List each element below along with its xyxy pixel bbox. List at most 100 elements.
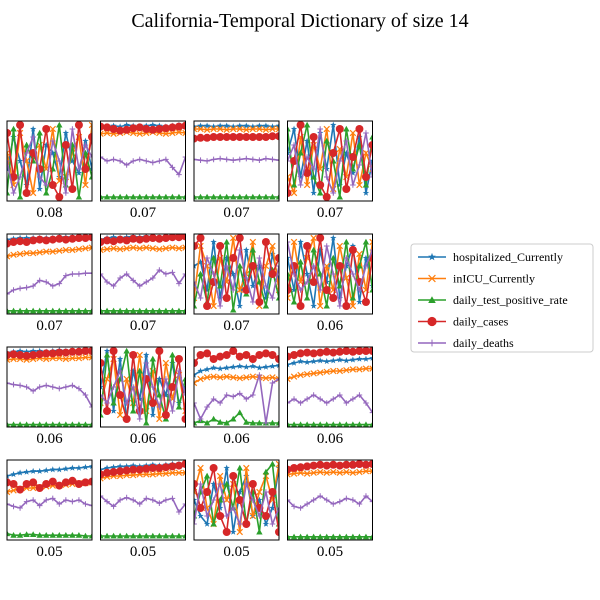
data-point-daily-cases	[268, 488, 277, 496]
data-point-daily-cases	[209, 464, 218, 472]
data-point-daily-deaths	[210, 497, 217, 503]
data-point-inicu-currently	[116, 245, 124, 253]
data-point-daily-test-positive-rate	[156, 307, 163, 314]
subplot-frame	[6, 120, 93, 202]
data-point-daily-cases	[35, 484, 44, 492]
data-point-daily-test-positive-rate	[349, 533, 357, 540]
data-point-hospitalized-currently	[210, 480, 217, 487]
data-point-daily-deaths	[49, 495, 56, 502]
data-point-daily-deaths	[17, 505, 23, 511]
data-point-daily-deaths	[291, 503, 297, 510]
data-point-inicu-currently	[290, 189, 298, 197]
data-point-daily-cases	[235, 133, 244, 141]
data-point-daily-test-positive-rate	[310, 421, 317, 427]
series-line-inicu-currently	[287, 470, 373, 476]
data-point-inicu-currently	[249, 238, 257, 246]
data-point-hospitalized-currently	[194, 496, 198, 503]
data-point-daily-test-positive-rate	[156, 391, 163, 398]
data-point-inicu-currently	[194, 379, 198, 387]
data-point-inicu-currently	[287, 375, 291, 383]
data-point-daily-cases	[155, 125, 164, 133]
data-point-daily-test-positive-rate	[82, 307, 89, 314]
data-point-daily-test-positive-rate	[297, 421, 304, 427]
data-point-daily-deaths	[23, 498, 30, 505]
subplot-10: 0.06	[100, 346, 186, 447]
data-point-daily-deaths	[169, 495, 176, 502]
data-point-inicu-currently	[156, 415, 163, 423]
data-point-daily-cases	[135, 235, 144, 244]
data-point-daily-deaths	[176, 280, 182, 287]
subplot-15: 0.05	[193, 459, 280, 560]
data-point-daily-deaths	[10, 381, 17, 388]
data-point-daily-cases	[235, 352, 244, 361]
data-point-daily-test-positive-rate	[162, 193, 170, 200]
data-point-daily-test-positive-rate	[317, 421, 324, 427]
data-point-daily-cases	[229, 254, 238, 262]
data-point-daily-deaths	[210, 156, 217, 163]
data-point-daily-deaths	[7, 158, 10, 164]
data-point-daily-deaths	[82, 392, 89, 398]
data-point-daily-test-positive-rate	[197, 193, 204, 200]
data-point-daily-deaths	[150, 497, 156, 503]
data-point-daily-test-positive-rate	[236, 193, 243, 200]
data-point-daily-test-positive-rate	[369, 133, 373, 140]
data-point-daily-deaths	[123, 494, 130, 501]
data-point-hospitalized-currently	[243, 363, 250, 370]
atom-weight-label: 0.07	[130, 318, 157, 334]
data-point-daily-cases	[181, 234, 186, 241]
data-point-hospitalized-currently	[216, 294, 224, 301]
data-point-daily-cases	[116, 235, 125, 244]
subplot-frame	[100, 346, 186, 428]
data-point-daily-cases	[355, 125, 364, 133]
data-point-hospitalized-currently	[36, 185, 43, 192]
data-point-daily-test-positive-rate	[230, 415, 237, 422]
data-point-daily-deaths	[130, 158, 136, 164]
data-point-daily-cases	[48, 349, 57, 358]
data-point-inicu-currently	[110, 245, 117, 252]
data-point-inicu-currently	[290, 373, 298, 380]
data-point-daily-test-positive-rate	[100, 411, 104, 418]
data-point-daily-test-positive-rate	[10, 307, 17, 314]
data-point-daily-cases	[248, 133, 257, 141]
data-point-daily-cases	[29, 351, 38, 359]
data-point-daily-test-positive-rate	[110, 307, 117, 314]
data-point-daily-test-positive-rate	[275, 419, 279, 426]
data-point-daily-cases	[181, 121, 186, 130]
data-point-daily-deaths	[49, 384, 56, 390]
data-point-daily-deaths	[69, 126, 76, 132]
data-point-hospitalized-currently	[149, 121, 156, 128]
data-point-daily-deaths	[210, 271, 217, 277]
data-point-daily-cases	[329, 348, 338, 357]
data-point-daily-cases	[268, 270, 277, 278]
data-point-daily-deaths	[69, 271, 76, 277]
data-point-daily-deaths	[350, 497, 356, 503]
data-point-daily-test-positive-rate	[203, 419, 211, 426]
data-point-daily-deaths	[43, 182, 50, 188]
data-point-daily-test-positive-rate	[330, 254, 337, 261]
data-point-inicu-currently	[29, 189, 37, 197]
data-point-daily-cases	[216, 133, 225, 141]
data-point-daily-cases	[88, 347, 92, 355]
data-point-daily-deaths	[243, 155, 250, 162]
data-point-daily-deaths	[369, 498, 373, 505]
data-point-inicu-currently	[249, 125, 257, 133]
data-point-daily-deaths	[197, 157, 204, 163]
subplot-frame	[6, 233, 93, 315]
series-line-daily-deaths	[7, 128, 92, 196]
data-point-daily-cases	[222, 133, 231, 141]
data-point-inicu-currently	[62, 355, 70, 363]
data-point-inicu-currently	[330, 367, 337, 375]
data-point-daily-test-positive-rate	[110, 532, 117, 539]
data-point-daily-cases	[109, 468, 118, 476]
legend-marker-daily-test-positive-rate	[428, 296, 436, 304]
data-point-daily-deaths	[269, 380, 276, 386]
data-point-daily-cases	[309, 349, 318, 358]
data-point-daily-cases	[287, 286, 292, 294]
data-point-hospitalized-currently	[362, 355, 370, 362]
data-point-inicu-currently	[323, 262, 330, 270]
data-point-daily-cases	[103, 123, 112, 132]
data-point-daily-deaths	[30, 283, 36, 289]
data-point-daily-cases	[88, 133, 92, 141]
data-point-inicu-currently	[56, 247, 63, 255]
data-point-daily-deaths	[36, 174, 43, 180]
